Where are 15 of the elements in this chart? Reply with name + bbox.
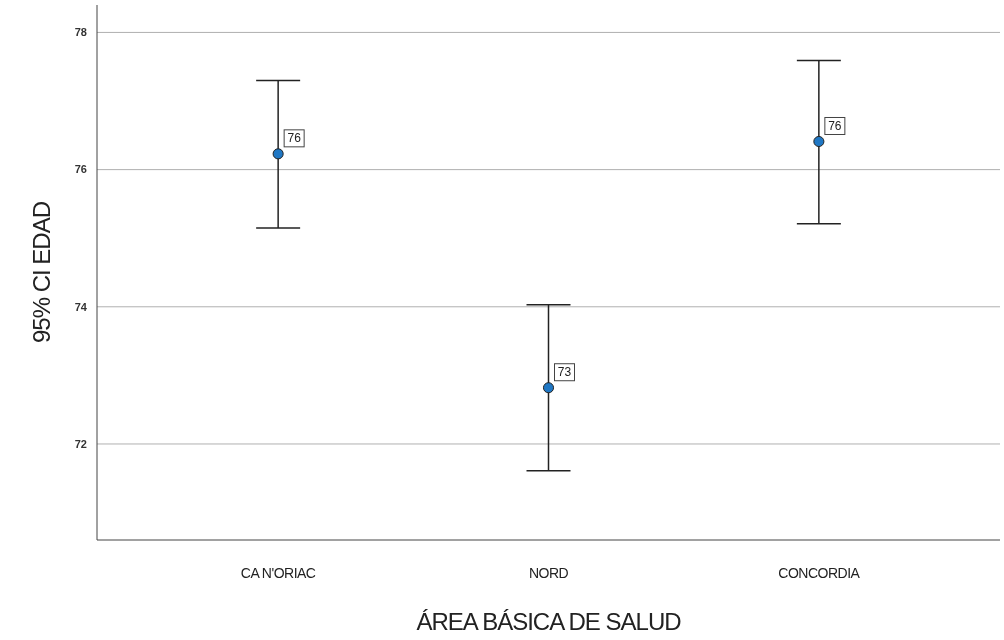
y-tick-label: 78 [74, 26, 87, 39]
point [542, 382, 555, 394]
y-axis-title: 95% CI EDAD [28, 201, 55, 344]
point [272, 148, 284, 160]
data-label: 76 [828, 118, 842, 133]
data-label: 76 [287, 131, 302, 146]
x-tick-label: NORD [528, 565, 569, 581]
data-label: 73 [557, 365, 572, 380]
x-tick-label: CONCORDIA [778, 565, 861, 581]
x-tick-label: CA N'ORIAC [240, 565, 316, 581]
point [813, 135, 825, 148]
y-tick-label: 76 [74, 163, 87, 176]
x-axis-title: ÁREA BÁSICA DE SALUD [416, 608, 682, 635]
y-tick-label: 74 [74, 300, 88, 313]
y-tick-label: 72 [74, 437, 87, 450]
